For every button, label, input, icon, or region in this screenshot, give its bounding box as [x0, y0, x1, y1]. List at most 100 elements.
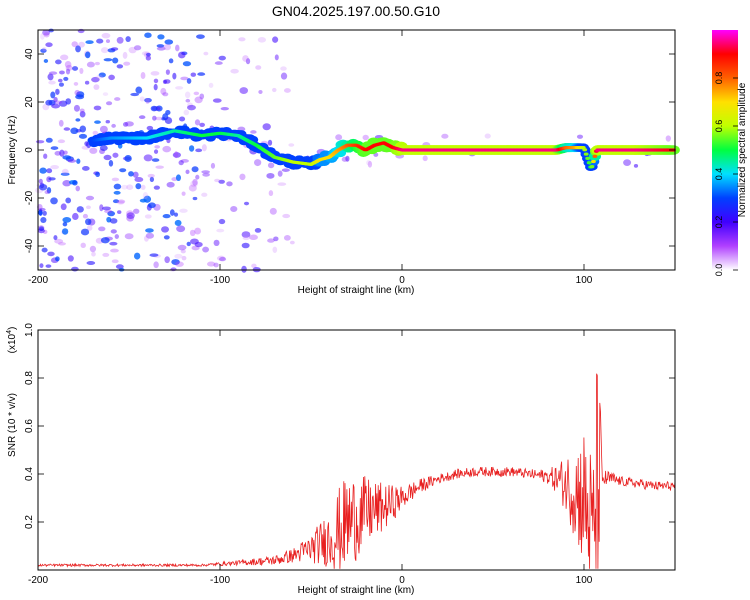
- spectrogram-point: [254, 228, 262, 233]
- spectrogram-point: [81, 166, 90, 171]
- spectrogram-point: [102, 92, 109, 96]
- spectrogram-point: [181, 191, 186, 196]
- spectrogram-point: [241, 231, 251, 238]
- spectrogram-point: [45, 137, 53, 143]
- spectrogram-point: [441, 133, 449, 139]
- spectrogram-point: [124, 121, 134, 127]
- spectrogram-point: [176, 225, 186, 233]
- spectrogram-point: [214, 61, 223, 65]
- spectrogram-point: [273, 236, 279, 242]
- spectrogram-point: [147, 173, 155, 178]
- spectrogram-point: [96, 38, 104, 44]
- spectrogram-point: [168, 58, 174, 64]
- y-tick-label: 40: [24, 48, 35, 60]
- spectrogram-point: [267, 238, 275, 243]
- spectrogram-point: [194, 241, 203, 248]
- snr-line: [37, 373, 676, 569]
- y-tick-label: 20: [24, 96, 35, 108]
- spectrogram-point: [175, 86, 184, 90]
- ridge-core: [585, 156, 591, 160]
- spectrogram-point: [183, 109, 190, 116]
- spectrogram-point: [91, 251, 96, 257]
- svg-text:(x104): (x104): [6, 327, 18, 354]
- spectrogram-point: [206, 261, 216, 267]
- spectrogram-point: [78, 133, 88, 139]
- spectrogram-point: [45, 42, 53, 48]
- spectrogram-point: [104, 209, 113, 214]
- colorbar-ticks: 0.0 0.2 0.4 0.6 0.8: [714, 72, 738, 276]
- spectrogram-point: [79, 125, 87, 133]
- spectrogram-point: [48, 80, 56, 85]
- spectrogram-point: [267, 139, 273, 146]
- spectrogram-point: [202, 172, 210, 177]
- spectrogram-point: [242, 55, 249, 62]
- colorbar-label: Normalized spectral amplitude: [737, 82, 748, 217]
- spectrogram-point: [153, 261, 159, 269]
- spectrogram-point: [138, 115, 146, 120]
- spectrogram-point: [174, 253, 183, 259]
- ridge-core: [589, 165, 595, 169]
- spectrogram-point: [80, 228, 90, 236]
- spectrogram-point: [38, 178, 43, 184]
- colorbar-tick-label: 0.8: [714, 72, 724, 85]
- spectrogram-point: [116, 200, 125, 205]
- spectrogram-point: [281, 168, 290, 172]
- spectrogram-point: [166, 181, 175, 188]
- spectrogram-point: [175, 174, 181, 182]
- spectrogram-point: [132, 171, 139, 178]
- spectrogram-point: [258, 89, 263, 95]
- spectrogram-point: [110, 248, 119, 253]
- spectrogram-point: [180, 76, 189, 81]
- spectrogram-point: [282, 213, 291, 219]
- spectrogram-point: [171, 259, 180, 265]
- y-tick-label: 1.0: [24, 323, 35, 337]
- spectrogram-point: [48, 177, 56, 181]
- spectrogram-point: [40, 48, 47, 53]
- spectrogram-point: [86, 225, 93, 231]
- x-tick-label: 0: [399, 575, 405, 586]
- spectrogram-point: [47, 73, 54, 81]
- spectrogram-point: [61, 228, 69, 235]
- spectrogram-point: [195, 174, 200, 180]
- spectrogram-point: [123, 61, 131, 66]
- ridge-core: [583, 152, 589, 156]
- spectrogram-point: [133, 208, 140, 214]
- spectrogram-point: [55, 88, 60, 95]
- spectrogram-point: [82, 213, 88, 219]
- y-tick-label: -20: [24, 190, 35, 205]
- spectrogram-point: [93, 84, 100, 90]
- spectrogram-point: [179, 116, 186, 122]
- spectrogram-point: [157, 34, 165, 40]
- spectrogram-point: [268, 190, 274, 197]
- spectrogram-point: [144, 32, 152, 38]
- spectrogram-point: [46, 187, 52, 194]
- snr-multiplier: (x104): [6, 327, 18, 354]
- spectrogram-point: [135, 183, 142, 190]
- spectrogram-point: [201, 192, 208, 197]
- spectrogram-point: [194, 96, 203, 104]
- spectrogram-point: [110, 47, 119, 51]
- spectrogram-point: [220, 106, 229, 111]
- spectrogram-point: [238, 37, 246, 42]
- spectrogram-point: [114, 234, 119, 239]
- spectrogram-point: [277, 170, 283, 177]
- spectrogram-point: [164, 39, 174, 45]
- snr-multiplier-exponent: 4: [6, 330, 13, 334]
- spectrogram-point: [109, 218, 118, 224]
- spectrogram-point: [85, 40, 94, 44]
- spectrogram-point: [272, 246, 278, 253]
- spectrogram-point: [152, 115, 157, 121]
- spectrogram-point: [212, 98, 222, 103]
- spectrogram-point: [255, 65, 262, 70]
- spectrogram-point: [48, 71, 58, 75]
- spectrogram-point: [43, 59, 49, 63]
- spectrogram-point: [366, 160, 371, 166]
- figure-title: GN04.2025.197.00.50.G10: [272, 3, 440, 19]
- spectrogram-point: [46, 168, 53, 174]
- spectrogram-point: [179, 208, 188, 213]
- spectrogram-point: [44, 190, 50, 195]
- spectrogram-point: [139, 96, 145, 102]
- spectrogram-point: [59, 70, 65, 75]
- spectrogram-point: [190, 72, 197, 77]
- spectrogram-point: [226, 181, 233, 187]
